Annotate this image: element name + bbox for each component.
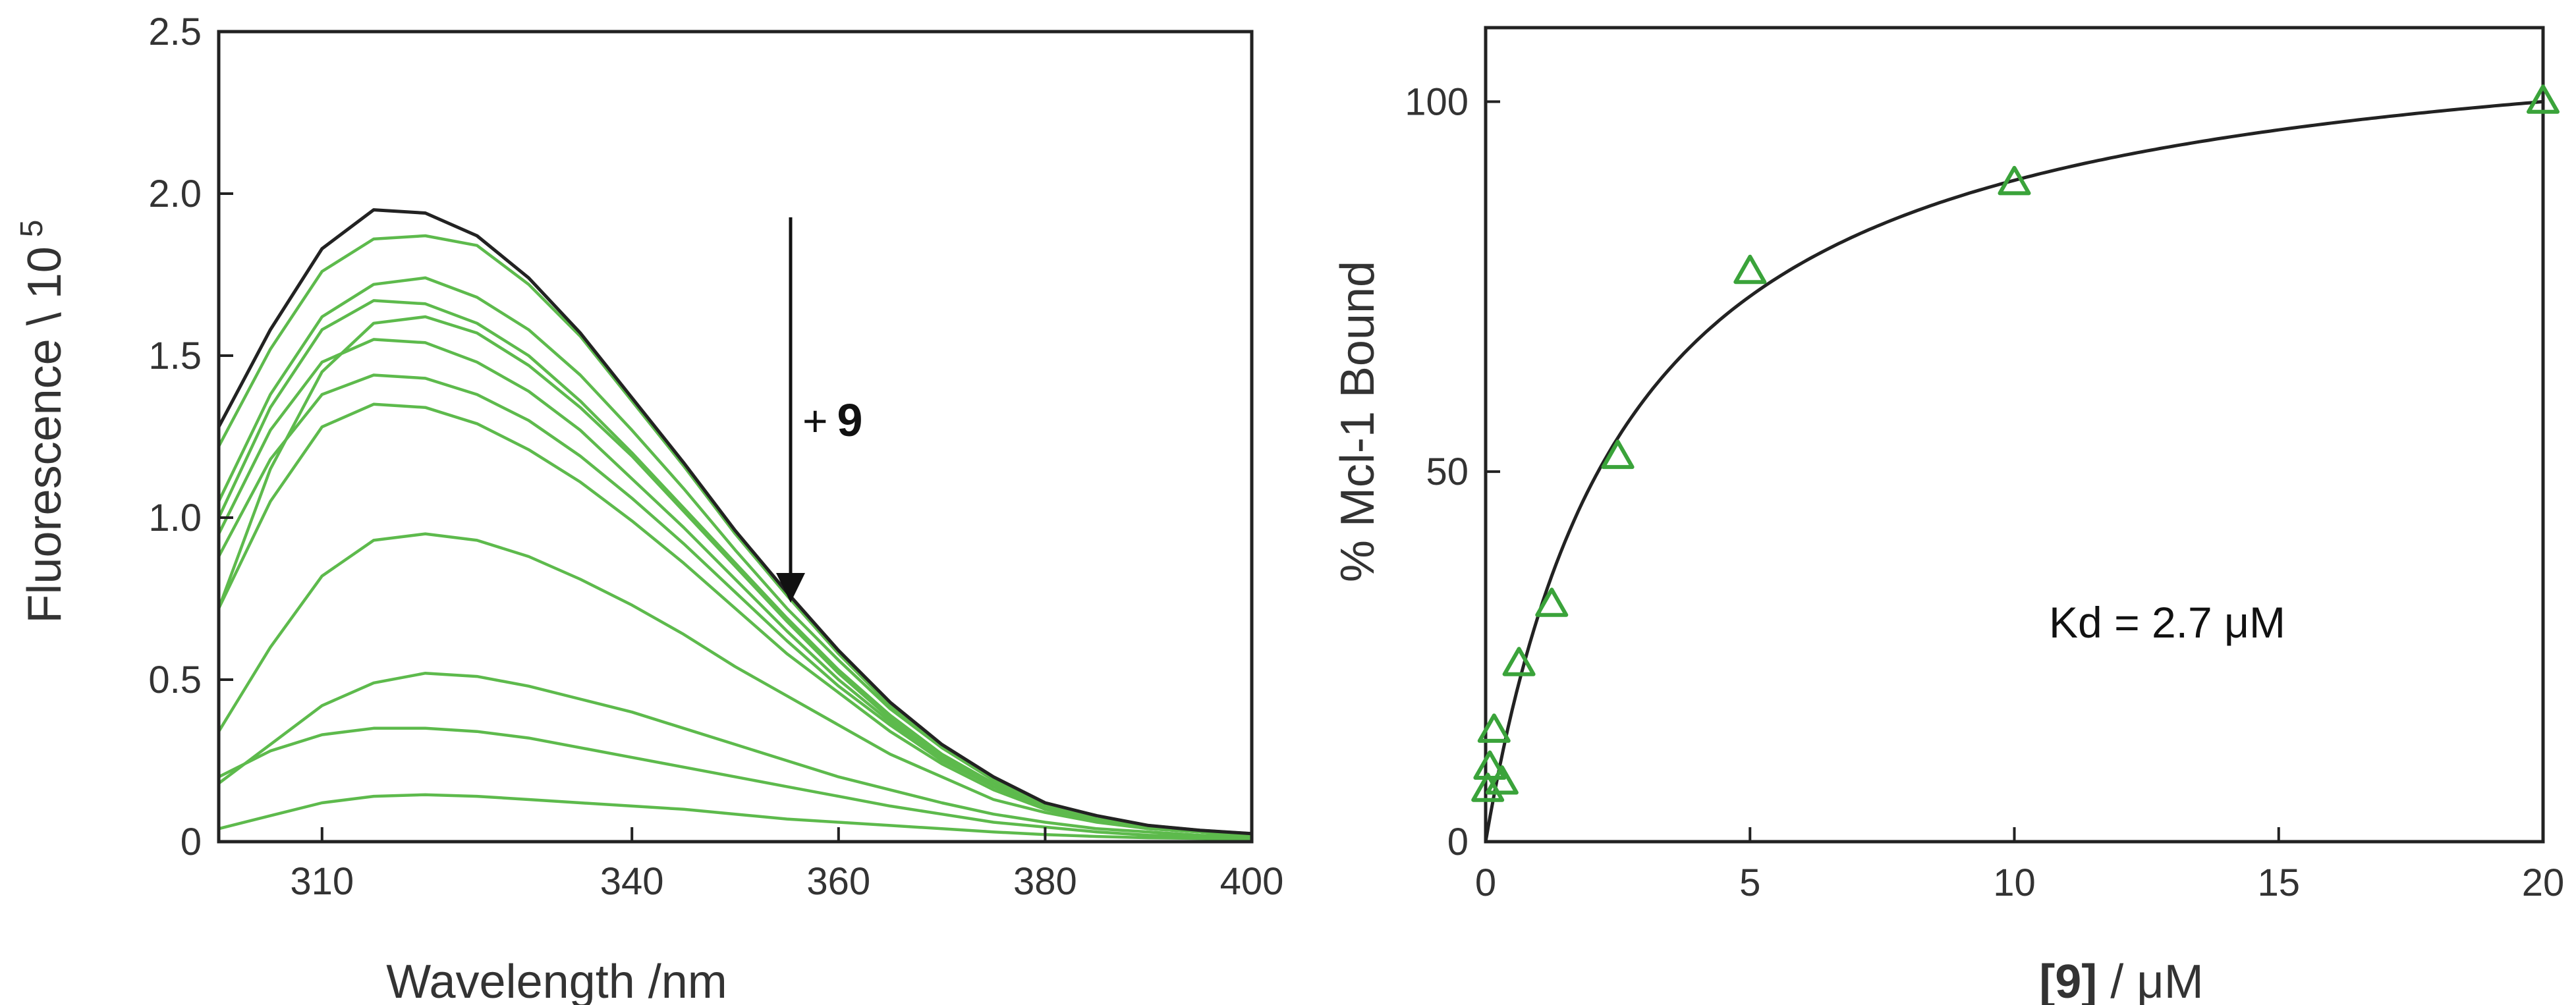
binding-data-points [1471, 84, 2560, 802]
binding-x-axis-title: [9] / μM [2039, 956, 2203, 1005]
binding-x-tick-label: 10 [1993, 861, 2036, 904]
spectra-x-axis-title: Wavelength /nm [386, 956, 727, 1005]
spectra-y-axis-title: Fluorescence \ 10 5 [14, 219, 71, 623]
spectra-axis-ticks: 310 340 360 380 400 0 0.5 1.0 1.5 2.0 2.5 [148, 11, 1283, 903]
spectra-y-axis-title-main: Fluorescence \ 10 [18, 246, 71, 623]
spectrum-line-4 [217, 315, 1252, 837]
spectra-x-tick-label: 310 [290, 860, 354, 903]
spectrum-line-9 [217, 671, 1252, 838]
spectra-y-tick-label: 1.0 [148, 497, 202, 539]
spectra-plot-frame [217, 30, 1254, 844]
spectra-x-tick-label: 340 [600, 860, 664, 903]
binding-x-axis-title-compound: [9] [2039, 956, 2097, 1005]
annotation-compound: 9 [837, 394, 863, 446]
spectra-series-group [217, 208, 1252, 841]
spectra-y-tick-label: 2.0 [148, 173, 202, 215]
binding-y-tick-label: 50 [1426, 450, 1469, 493]
spectra-y-axis-title-exponent: 5 [14, 219, 49, 237]
annotation-prefix: + [802, 396, 828, 445]
fluorescence-spectra-chart: 310 340 360 380 400 0 0.5 1.0 1.5 2.0 2.5 +9 Wavel… [14, 11, 1283, 1005]
binding-x-tick-label: 20 [2522, 861, 2565, 904]
spectrum-line-0 [217, 208, 1252, 836]
spectra-x-tick-label: 400 [1220, 860, 1284, 903]
spectra-x-tick-label: 360 [806, 860, 870, 903]
spectrum-line-5 [217, 338, 1252, 837]
spectrum-line-7 [217, 402, 1252, 837]
spectrum-line-8 [217, 532, 1252, 837]
binding-data-point [1477, 713, 1511, 743]
binding-x-tick-label: 5 [1739, 861, 1760, 904]
decrease-arrow-head [776, 573, 805, 603]
spectrum-line-11 [218, 793, 1252, 841]
spectrum-line-2 [217, 276, 1252, 835]
binding-data-point [1471, 773, 1505, 802]
spectra-y-tick-label: 0 [181, 821, 202, 863]
binding-data-point [1601, 439, 1635, 470]
binding-data-point [2527, 84, 2560, 114]
binding-data-point [1998, 165, 2031, 196]
kd-annotation: Kd = 2.7 μM [2049, 598, 2285, 647]
spectra-x-tick-label: 380 [1013, 860, 1077, 903]
spectrum-line-10 [217, 726, 1252, 840]
binding-y-axis-title: % Mcl-1 Bound [1331, 261, 1384, 582]
binding-x-axis-title-unit: / μM [2097, 956, 2203, 1005]
binding-y-tick-label: 100 [1405, 80, 1469, 123]
binding-data-point [1535, 587, 1569, 617]
spectra-y-tick-label: 1.5 [148, 335, 202, 377]
binding-data-point [1485, 765, 1519, 795]
spectrum-line-6 [217, 373, 1252, 837]
binding-fit-curve [1484, 99, 2544, 842]
compound-annotation: +9 [802, 394, 862, 446]
binding-axis-ticks: 0 5 10 15 20 0 50 100 [1405, 80, 2564, 904]
binding-data-point [1733, 254, 1767, 285]
binding-x-tick-label: 15 [2257, 861, 2300, 904]
binding-data-point [1473, 750, 1507, 780]
binding-data-point [1502, 647, 1536, 676]
binding-y-tick-label: 0 [1447, 821, 1469, 863]
binding-curve-chart: 0 5 10 15 20 0 50 100 Kd = 2.7 μM [9] / μM % Mc… [1331, 26, 2564, 1005]
spectra-y-tick-label: 2.5 [148, 11, 202, 53]
binding-plot-frame [1484, 26, 2545, 844]
binding-x-tick-label: 0 [1475, 861, 1496, 904]
spectra-y-tick-label: 0.5 [148, 659, 202, 701]
